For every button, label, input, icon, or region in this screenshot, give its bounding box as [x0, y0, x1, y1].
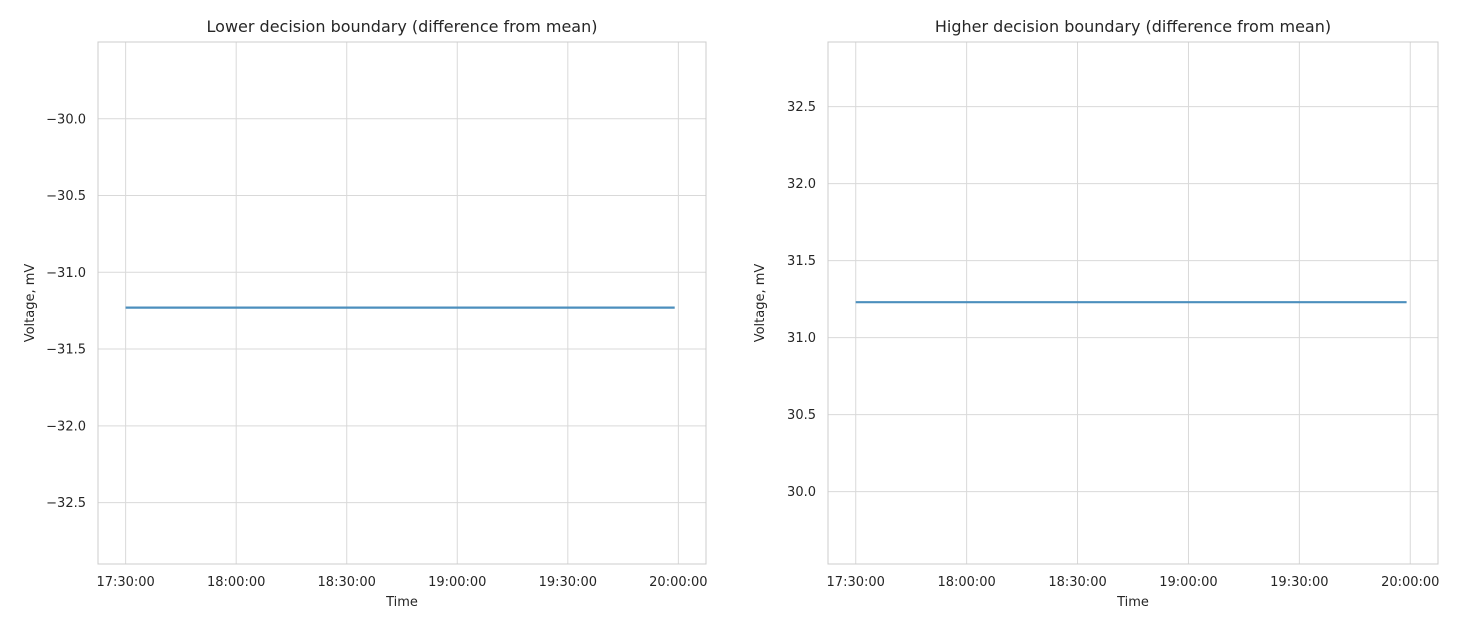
left-x-tick-label: 18:30:00	[318, 575, 376, 590]
right-x-tick-label: 18:00:00	[937, 575, 995, 590]
right-y-tick-label: 31.5	[787, 254, 816, 269]
left-x-tick-label: 20:00:00	[649, 575, 707, 590]
left-x-tick-label: 18:00:00	[207, 575, 265, 590]
right-x-tick-label: 18:30:00	[1048, 575, 1106, 590]
left-x-tick-label: 17:30:00	[96, 575, 154, 590]
left-grid	[98, 42, 706, 564]
right-x-tick-label: 20:00:00	[1381, 575, 1439, 590]
left-tick-layer: 17:30:00 18:00:00 18:30:00 19:00:00 19:30:00…	[46, 112, 707, 590]
left-y-axis-label: Voltage, mV	[23, 264, 38, 343]
left-y-tick-label: −30.0	[46, 112, 86, 127]
right-tick-layer: 17:30:00 18:00:00 18:30:00 19:00:00 19:30:00…	[787, 100, 1439, 590]
left-chart: 17:30:00 18:00:00 18:30:00 19:00:00 19:30:00…	[23, 17, 708, 610]
left-plot-frame	[97, 41, 707, 565]
left-plot-area	[98, 42, 706, 564]
left-y-tick-label: −32.5	[46, 496, 86, 511]
left-y-tick-label: −31.5	[46, 343, 86, 358]
left-x-tick-label: 19:30:00	[539, 575, 597, 590]
right-x-axis-label: Time	[1116, 595, 1149, 610]
right-y-tick-label: 32.5	[787, 100, 816, 115]
right-x-tick-label: 19:00:00	[1159, 575, 1217, 590]
right-y-tick-label: 30.0	[787, 485, 816, 500]
right-x-tick-label: 17:30:00	[827, 575, 885, 590]
right-y-tick-label: 30.5	[787, 408, 816, 423]
left-chart-title: Lower decision boundary (difference from…	[207, 17, 598, 36]
left-y-tick-label: −31.0	[46, 266, 86, 281]
right-plot-frame	[827, 41, 1439, 565]
right-x-tick-label: 19:30:00	[1270, 575, 1328, 590]
right-y-tick-label: 32.0	[787, 177, 816, 192]
left-x-axis-label: Time	[385, 595, 418, 610]
left-x-tick-label: 19:00:00	[428, 575, 486, 590]
right-chart-title: Higher decision boundary (difference fro…	[935, 17, 1331, 36]
left-y-tick-label: −32.0	[46, 419, 86, 434]
right-y-tick-label: 31.0	[787, 331, 816, 346]
left-y-tick-label: −30.5	[46, 189, 86, 204]
right-y-axis-label: Voltage, mV	[753, 264, 768, 343]
right-chart: 17:30:00 18:00:00 18:30:00 19:00:00 19:30:00…	[753, 17, 1439, 610]
